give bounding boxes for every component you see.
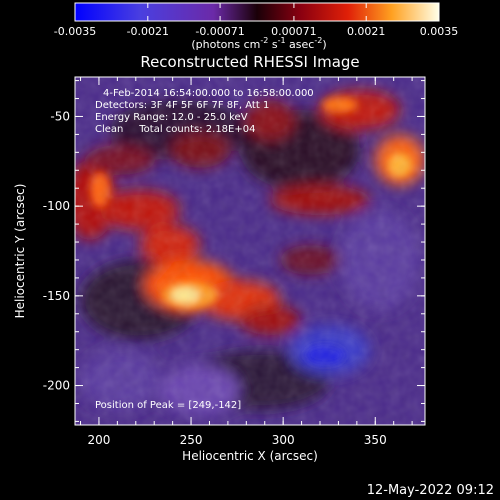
- timestamp: 12-May-2022 09:12: [367, 483, 494, 498]
- x-tick-label: 300: [272, 433, 295, 447]
- y-axis-label: Heliocentric Y (arcsec): [13, 184, 27, 319]
- solar-image: [75, 77, 425, 425]
- colorbar-gradient: [75, 3, 439, 21]
- plot-frame: [74, 76, 426, 426]
- y-axis-ticks: -50 -100 -150 -200: [43, 80, 425, 422]
- colorbar-tick-label: -0.0021: [127, 25, 169, 38]
- colorbar-tick-label: 0.00071: [271, 25, 317, 38]
- plot-title: Reconstructed RHESSI Image: [140, 53, 359, 71]
- x-axis-ticks: 200 250 300 350: [80, 77, 413, 447]
- colorbar-ticks: -0.0035 -0.0021 -0.00071 0.00071 0.0021 0.003…: [54, 3, 458, 38]
- colorbar-units: (photons cm-2 s-1 asec-2): [191, 36, 326, 51]
- x-tick-label: 250: [180, 433, 203, 447]
- annotation-line-energy: Energy Range: 12.0 - 25.0 keV: [95, 112, 248, 123]
- annotation-line-counts: Clean Total counts: 2.18E+04: [95, 124, 255, 135]
- peak-position-label: Position of Peak = [249,-142]: [95, 400, 241, 411]
- colorbar-frame: [74, 2, 440, 22]
- x-tick-label: 200: [87, 433, 110, 447]
- colorbar-tick-label: -0.00071: [195, 25, 244, 38]
- y-tick-label: -50: [50, 109, 70, 123]
- x-tick-label: 350: [364, 433, 387, 447]
- y-tick-label: -150: [43, 289, 70, 303]
- colorbar-tick-label: 0.0021: [347, 25, 386, 38]
- x-axis-label: Heliocentric X (arcsec): [182, 449, 318, 463]
- y-tick-label: -100: [43, 199, 70, 213]
- colorbar: -0.0035 -0.0021 -0.00071 0.00071 0.0021 0.003…: [54, 2, 458, 51]
- colorbar-tick-label: 0.0035: [420, 25, 459, 38]
- annotation-line-time: 4-Feb-2014 16:54:00.000 to 16:58:00.000: [103, 88, 314, 99]
- y-tick-label: -200: [43, 379, 70, 393]
- colorbar-tick-label: -0.0035: [54, 25, 96, 38]
- observation-annotation: 4-Feb-2014 16:54:00.000 to 16:58:00.000 …: [95, 88, 314, 135]
- annotation-line-detectors: Detectors: 3F 4F 5F 6F 7F 8F, Att 1: [95, 100, 269, 111]
